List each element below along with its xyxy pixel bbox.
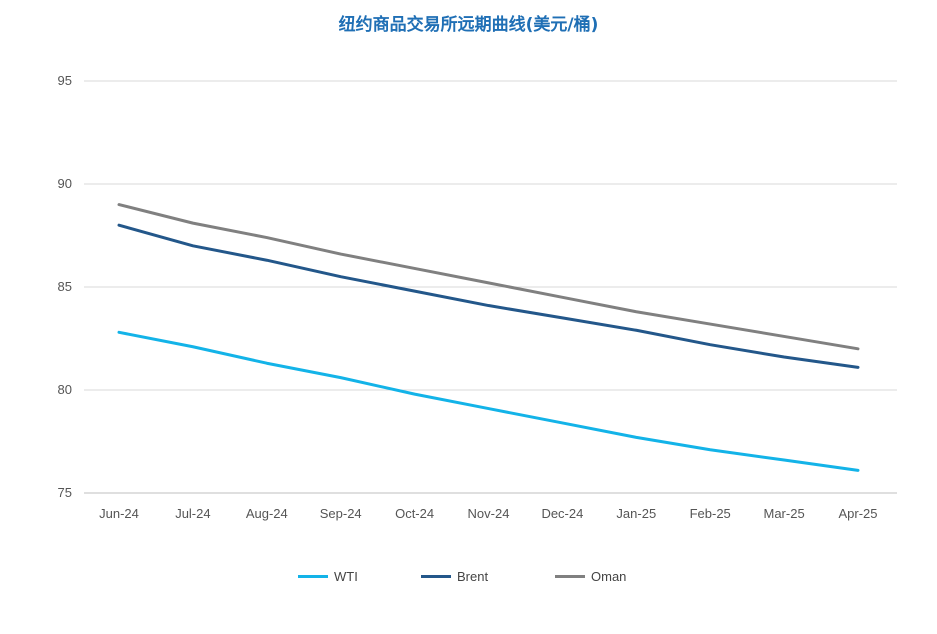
x-tick-label: Jan-25 (616, 506, 656, 521)
series-lines (117, 203, 860, 472)
legend-item-oman: Oman (555, 569, 626, 584)
series-line-wti (117, 330, 860, 472)
legend-swatch-wti (298, 575, 328, 578)
x-tick-label: Mar-25 (764, 506, 805, 521)
legend-label-brent: Brent (457, 569, 489, 584)
legend-item-wti: WTI (298, 569, 358, 584)
x-tick-label: Jun-24 (99, 506, 139, 521)
x-tick-label: Aug-24 (246, 506, 288, 521)
x-tick-label: Feb-25 (690, 506, 731, 521)
legend-item-brent: Brent (421, 569, 488, 584)
x-tick-label: Jul-24 (175, 506, 210, 521)
x-tick-label: Apr-25 (838, 506, 877, 521)
x-tick-label: Oct-24 (395, 506, 434, 521)
y-tick-label: 95 (58, 73, 72, 88)
series-line-oman (117, 203, 860, 351)
y-tick-label: 80 (58, 382, 72, 397)
y-tick-label: 75 (58, 485, 72, 500)
x-tick-label: Dec-24 (541, 506, 583, 521)
legend-label-oman: Oman (591, 569, 627, 584)
axes: 75 80 85 90 95 Jun-24 Jul-24 Aug-24 Sep-24 Oct-24… (58, 73, 897, 521)
legend-label-wti: WTI (334, 569, 358, 584)
x-tick-label: Sep-24 (320, 506, 362, 521)
y-tick-label: 90 (58, 176, 72, 191)
chart-legend: WTI Brent Oman (0, 569, 937, 589)
chart-title: 纽约商品交易所远期曲线(美元/桶) (338, 15, 599, 35)
y-tick-label: 85 (58, 279, 72, 294)
legend-swatch-oman (555, 575, 585, 578)
gridlines (84, 80, 897, 391)
legend-swatch-brent (421, 575, 451, 578)
series-line-brent (117, 223, 860, 369)
x-tick-label: Nov-24 (468, 506, 510, 521)
